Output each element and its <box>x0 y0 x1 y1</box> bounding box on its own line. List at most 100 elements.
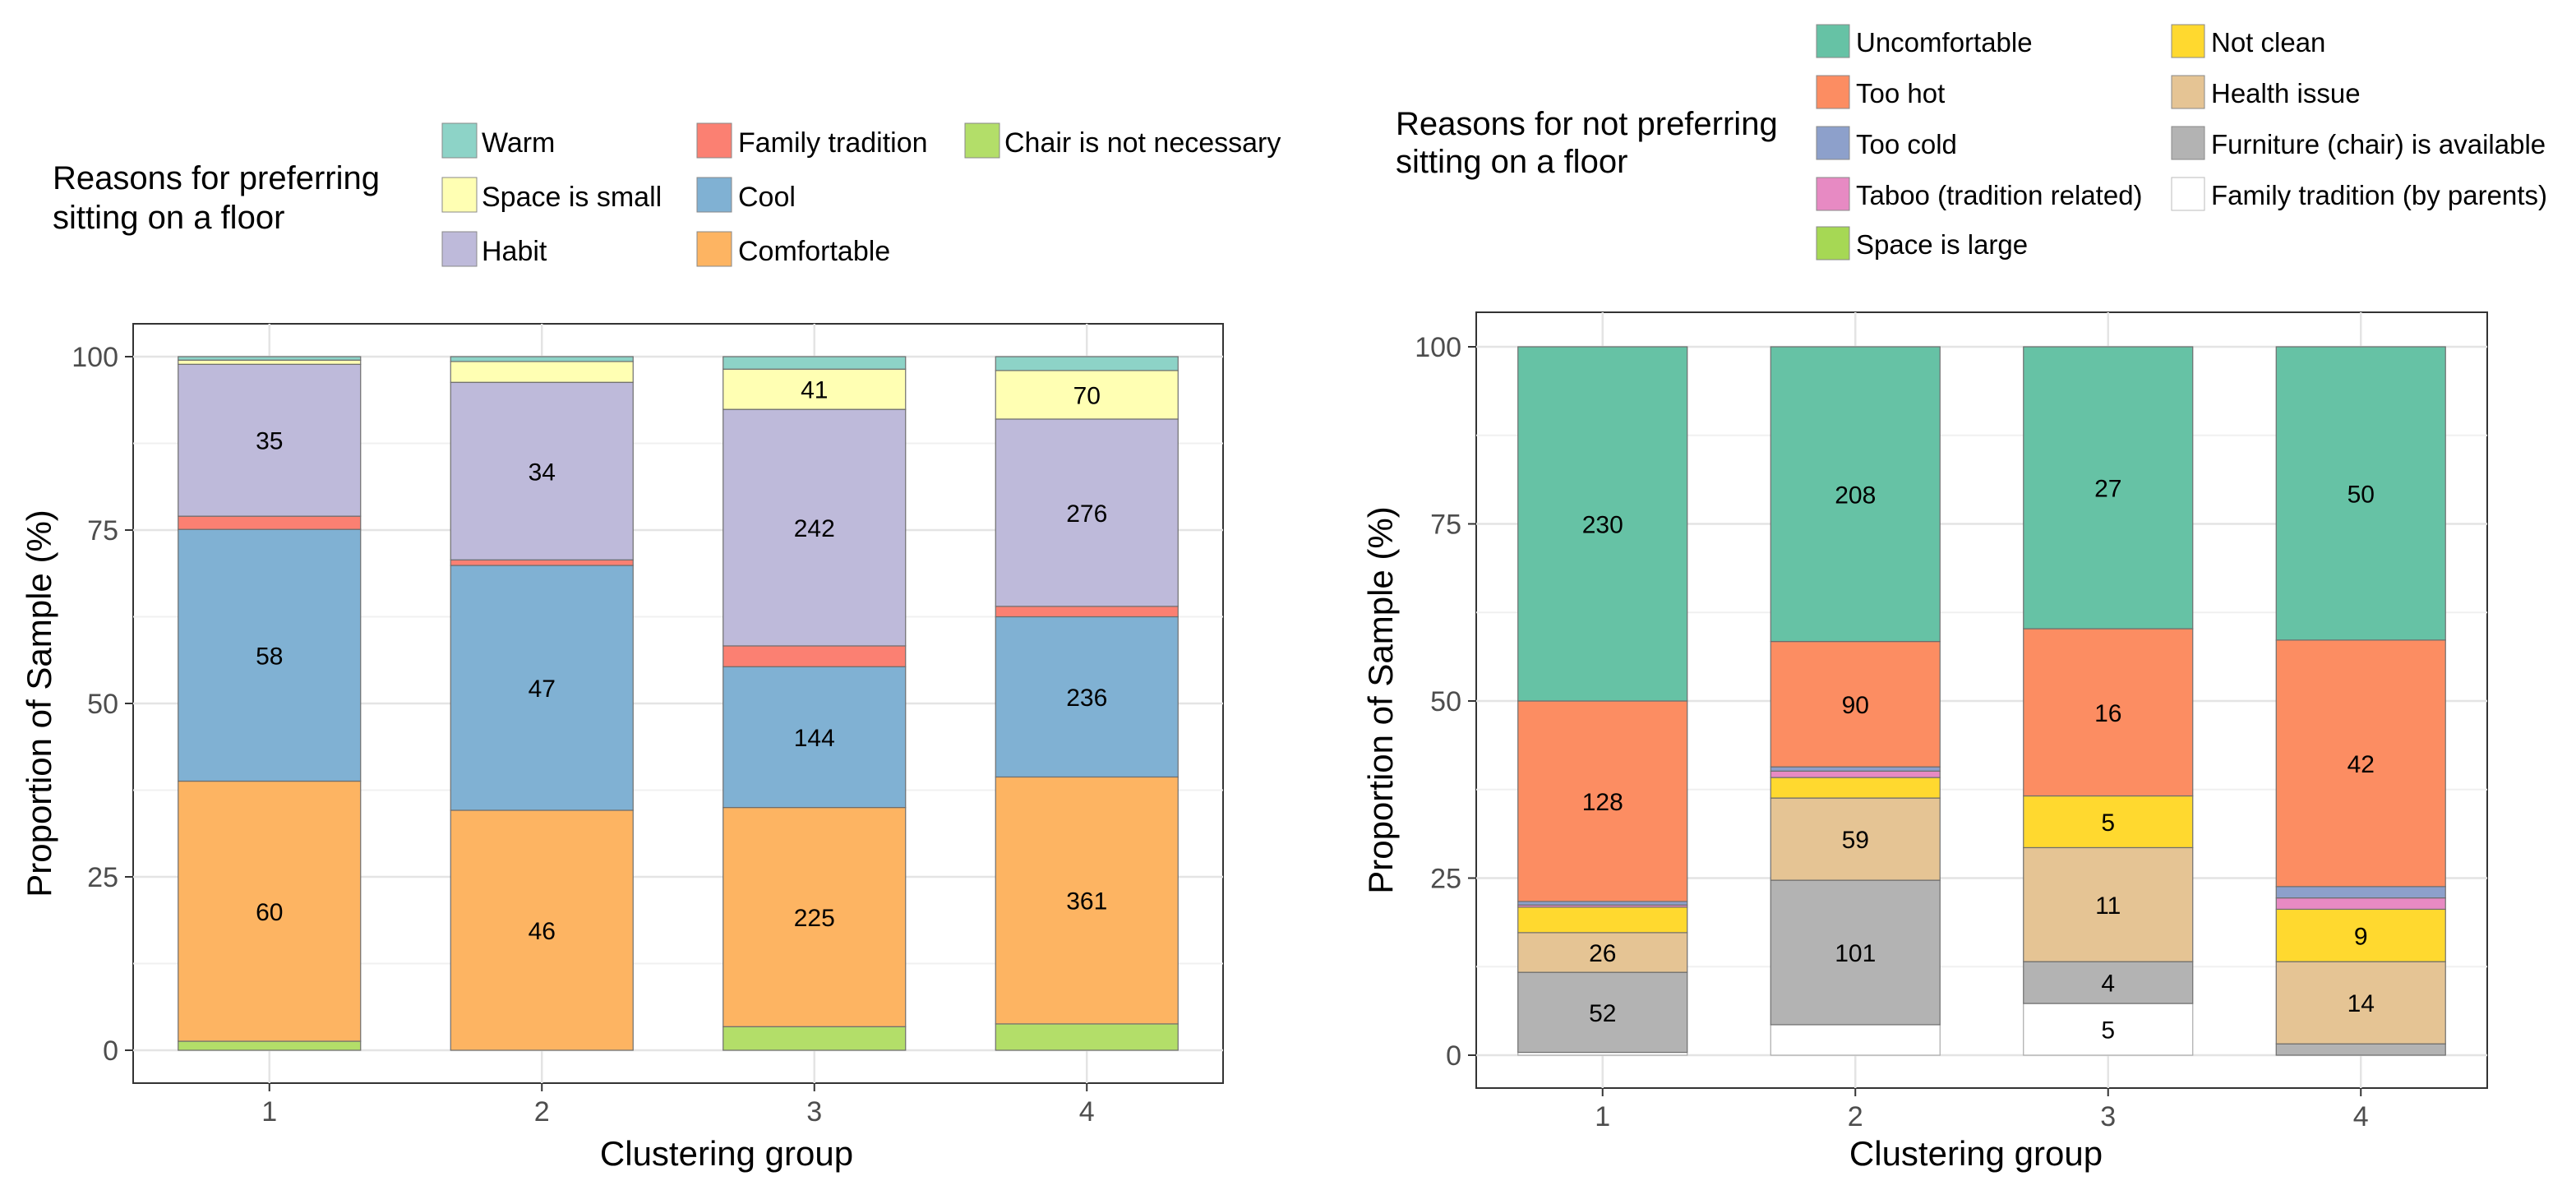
legend-item-warm: Warm <box>441 122 555 159</box>
legend-label: Space is small <box>482 182 662 213</box>
bar-segment <box>2275 908 2446 962</box>
data-label: 70 <box>1073 382 1101 409</box>
data-label: 4 <box>2101 971 2115 998</box>
bar-segment <box>1770 766 1941 772</box>
data-label: 42 <box>2347 751 2375 778</box>
bar-segment <box>2275 639 2446 888</box>
bar-segment <box>722 356 907 370</box>
legend-label: Too cold <box>1856 129 1957 159</box>
legend-label: Too hot <box>1856 78 1945 108</box>
legend-title-line-2: sitting on a floor <box>1396 144 1627 180</box>
y-axis-label: Proportion of Sample (%) <box>1361 506 1400 894</box>
data-label: 230 <box>1582 512 1623 539</box>
bar-segment <box>178 780 362 1042</box>
legend-label: Taboo (tradition related) <box>1856 180 2143 210</box>
chart-not-preferring: Reasons for not preferring sitting on a … <box>1361 24 2547 1173</box>
y-tick-label: 25 <box>1430 864 1461 895</box>
bar-segment <box>2275 1043 2446 1056</box>
legend-item-not-clean: Not clean <box>2171 24 2325 58</box>
data-label: 58 <box>256 643 283 670</box>
bar-segment <box>450 565 634 811</box>
legend-label: Not clean <box>2211 27 2325 58</box>
data-label: 59 <box>1842 827 1869 854</box>
bar-segment <box>450 809 634 1051</box>
bar-segment <box>1517 346 1688 702</box>
x-axis-label: Clustering group <box>1849 1134 2103 1173</box>
data-label: 242 <box>794 515 835 542</box>
bar-segment <box>450 356 634 362</box>
legend-label: Cool <box>738 182 796 213</box>
bar-segment <box>995 370 1179 420</box>
bar-segment <box>1770 797 1941 881</box>
legend-preferring: Warm Family tradition Chair is not neces… <box>441 122 1281 267</box>
legend-title-line-1: Reasons for preferring <box>53 160 380 196</box>
data-label: 34 <box>529 459 556 486</box>
bar-segment <box>722 645 907 667</box>
data-label: 101 <box>1835 940 1876 967</box>
legend-label: Space is large <box>1856 229 2028 260</box>
data-label: 60 <box>256 899 283 926</box>
data-label: 14 <box>2347 990 2375 1017</box>
bars: 60 58 35 46 47 34 225 144 242 41 361 236 276 70 <box>178 356 1179 1051</box>
bar-segment <box>178 359 362 365</box>
bar-segment <box>722 408 907 647</box>
data-label: 225 <box>794 905 835 932</box>
y-tick-label: 75 <box>87 515 118 546</box>
data-label: 41 <box>801 377 828 404</box>
bar-segment <box>722 666 907 809</box>
data-label: 236 <box>1066 685 1107 712</box>
bar-segment <box>995 356 1179 371</box>
bar-segment <box>2023 961 2194 1004</box>
x-tick-label: 2 <box>1848 1101 1863 1132</box>
data-label: 26 <box>1589 940 1616 967</box>
data-label: 276 <box>1066 500 1107 528</box>
x-tick-label: 2 <box>534 1096 550 1128</box>
legend-label: Health issue <box>2211 78 2361 108</box>
bar-segment <box>2023 795 2194 849</box>
legend-item-health-issue: Health issue <box>2171 75 2361 109</box>
bar-segment <box>1517 906 1688 934</box>
bar-segment <box>1517 901 1688 906</box>
bar-segment <box>1517 971 1688 1054</box>
x-tick-label: 4 <box>2353 1101 2369 1132</box>
bar-segment <box>2275 961 2446 1045</box>
legend-item-too-cold: Too cold <box>1816 126 1957 160</box>
bar-segment <box>722 1026 907 1051</box>
data-label: 361 <box>1066 888 1107 915</box>
legend-item-uncomfortable: Uncomfortable <box>1816 24 2033 58</box>
bar-segment <box>178 356 362 361</box>
bar-segment <box>178 363 362 517</box>
data-label: 52 <box>1589 1000 1616 1027</box>
legend-label: Family tradition (by parents) <box>2211 180 2547 210</box>
y-tick-label: 0 <box>103 1035 118 1067</box>
legend-label: Family tradition <box>738 127 928 159</box>
bar-segment <box>1770 770 1941 778</box>
data-label: 208 <box>1835 482 1876 509</box>
legend-item-taboo: Taboo (tradition related) <box>1816 177 2143 211</box>
data-label: 9 <box>2354 923 2368 950</box>
y-tick-label: 50 <box>87 689 118 720</box>
legend-label: Uncomfortable <box>1856 27 2033 58</box>
bar-segment <box>2275 346 2446 641</box>
y-axis-label: Proportion of Sample (%) <box>20 510 58 897</box>
bar-segment <box>2275 897 2446 911</box>
data-label: 27 <box>2094 476 2121 503</box>
bar-segment <box>2023 846 2194 962</box>
data-label: 90 <box>1842 692 1869 719</box>
x-tick-label: 4 <box>1079 1096 1095 1128</box>
bar-segment <box>995 606 1179 618</box>
data-label: 47 <box>529 676 556 703</box>
bar-segment <box>1770 1024 1941 1056</box>
data-label: 5 <box>2101 1017 2115 1045</box>
y-tick-label: 0 <box>1446 1040 1461 1072</box>
bar-segment <box>450 361 634 383</box>
legend-title-line-2: sitting on a floor <box>53 200 284 236</box>
legend-label: Furniture (chair) is available <box>2211 129 2546 159</box>
data-label: 128 <box>1582 789 1623 816</box>
data-label: 5 <box>2101 809 2115 837</box>
bar-segment <box>178 1040 362 1051</box>
bar-segment <box>995 418 1179 607</box>
